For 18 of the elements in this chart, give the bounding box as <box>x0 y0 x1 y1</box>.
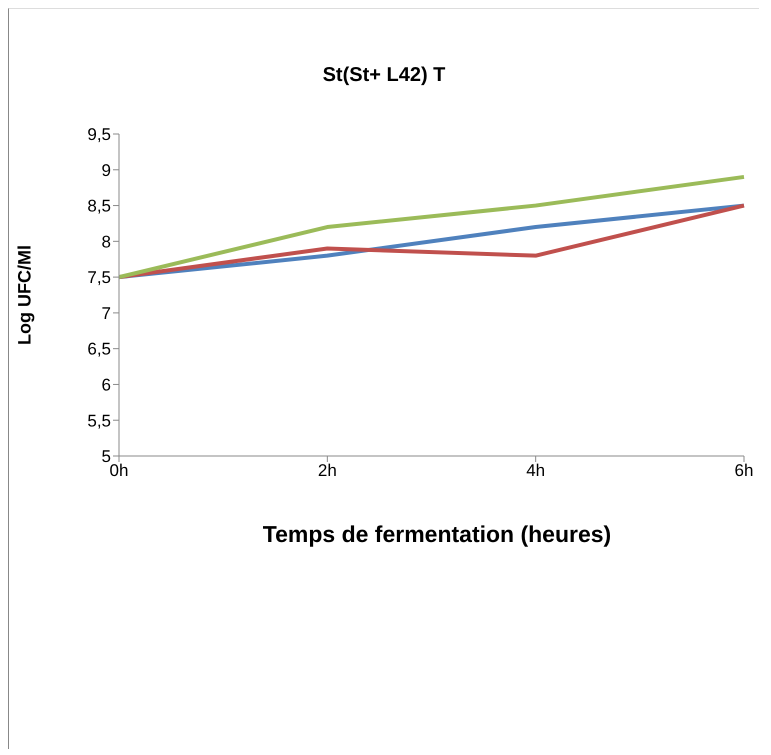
y-tick-label: 9,5 <box>87 125 111 144</box>
line-series <box>117 174 746 280</box>
y-tick-label: 8 <box>102 232 111 252</box>
y-tick-label: 9 <box>102 160 111 180</box>
y-tick-label: 8,5 <box>87 196 111 216</box>
chart-title: St(St+ L42) T <box>322 64 446 87</box>
y-tick-label: 6,5 <box>87 340 111 359</box>
x-tick-label: 2h <box>318 461 337 480</box>
x-tick-label: 0h <box>110 461 128 480</box>
y-tick-label: 5,5 <box>87 411 111 430</box>
y-tick-label: 5 <box>102 447 111 466</box>
y-tick-label: 7 <box>102 304 111 323</box>
y-tick-label: 6 <box>102 375 111 394</box>
x-tick-label: 6h <box>734 461 754 480</box>
x-axis-title: Temps de fermentation (heures) <box>262 521 612 548</box>
y-tick-label: 7,5 <box>87 268 111 288</box>
y-axis-title: Log UFC/Ml <box>14 245 34 345</box>
x-tick-label: 4h <box>526 461 546 480</box>
